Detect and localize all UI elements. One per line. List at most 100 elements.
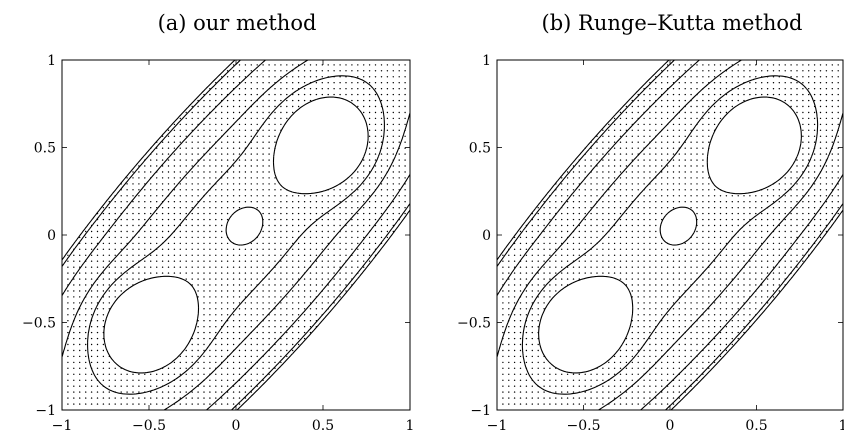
panel-b-point <box>772 224 775 227</box>
panel-b-point <box>513 302 516 304</box>
panel-a-point <box>374 147 377 149</box>
panel-a-point <box>351 278 353 280</box>
panel-a-point <box>179 212 181 215</box>
panel-b-point <box>684 70 686 72</box>
panel-a-point <box>73 302 75 304</box>
panel-b-point <box>661 111 663 114</box>
panel-a-point <box>232 302 235 304</box>
panel-a-point <box>96 361 99 364</box>
panel-a-point <box>250 123 252 126</box>
panel-b-point <box>590 254 592 256</box>
panel-b-point <box>649 135 651 137</box>
panel-a-point <box>173 260 176 262</box>
panel-a-point <box>179 397 181 399</box>
panel-a-point <box>156 171 158 173</box>
panel-b-point <box>719 201 722 203</box>
panel-a-point <box>262 212 264 215</box>
panel-a-point <box>232 99 235 102</box>
panel-a-point <box>297 236 300 239</box>
panel-b-point <box>819 99 822 102</box>
panel-a-point <box>386 171 389 173</box>
panel-a-point <box>244 159 247 161</box>
panel-a-point <box>79 254 81 256</box>
panel-b-point <box>761 70 763 72</box>
panel-b-point <box>625 373 628 375</box>
panel-a-point <box>292 111 294 114</box>
panel-b-point <box>684 64 686 66</box>
panel-a-point <box>150 272 152 274</box>
panel-a-point <box>203 254 205 256</box>
panel-b-point <box>655 266 657 268</box>
panel-b-point <box>778 242 780 245</box>
panel-b-point <box>525 367 528 369</box>
panel-b-point <box>772 212 775 215</box>
panel-b-point <box>731 212 733 215</box>
panel-b-point <box>796 93 798 96</box>
panel-b-point <box>519 266 522 268</box>
panel-b-point <box>831 189 833 191</box>
panel-a-point <box>292 218 294 221</box>
panel-a-point <box>120 284 122 286</box>
panel-b-point <box>784 207 786 209</box>
panel-a-point <box>203 177 205 179</box>
panel-b-point <box>596 183 598 185</box>
panel-a-point <box>114 218 116 221</box>
panel-b-point <box>549 260 551 262</box>
panel-b-point <box>684 123 686 126</box>
panel-a-point <box>321 272 323 274</box>
panel-a-point <box>221 278 223 280</box>
panel-b-point <box>666 183 669 185</box>
panel-a-point <box>90 314 93 316</box>
panel-a-point <box>303 248 306 250</box>
panel-b-point <box>672 123 675 126</box>
panel-a-point <box>85 248 87 250</box>
panel-b-point <box>513 284 516 286</box>
panel-a-point <box>345 93 347 96</box>
panel-b-point <box>531 302 533 304</box>
panel-b-point <box>819 105 822 108</box>
panel-b-point <box>737 320 739 322</box>
panel-a-point <box>179 177 181 179</box>
panel-b-point <box>637 153 639 155</box>
panel-b-point <box>549 385 551 387</box>
panel-a-point <box>209 355 211 358</box>
panel-a-point <box>221 284 223 286</box>
panel-b-point <box>713 111 716 114</box>
panel-b-point <box>655 403 657 405</box>
panel-b-point <box>837 171 839 173</box>
panel-a-point <box>161 153 164 155</box>
panel-a-point <box>386 147 389 149</box>
panel-b-point <box>731 248 733 250</box>
panel-a-point <box>238 391 241 393</box>
panel-a-point <box>321 302 323 304</box>
panel-a-point <box>374 141 377 143</box>
panel-a-point <box>126 385 128 387</box>
panel-a-point <box>197 242 199 245</box>
panel-b-point <box>761 284 763 286</box>
panel-b-point <box>719 248 722 250</box>
panel-a-point <box>321 207 323 209</box>
panel-b-point <box>631 218 633 221</box>
panel-a-point <box>333 236 335 239</box>
panel-b-point <box>772 290 775 292</box>
panel-b-point <box>678 76 680 78</box>
panel-a-point <box>156 183 158 185</box>
panel-b-point <box>531 212 533 215</box>
panel-b-point <box>702 254 704 256</box>
panel-a-point <box>209 331 211 334</box>
panel-b-point <box>537 302 539 304</box>
panel-b-point <box>702 290 704 292</box>
panel-b-point <box>684 141 686 143</box>
panel-b-point <box>678 290 680 292</box>
panel-b-point <box>778 195 780 197</box>
panel-a-point <box>185 123 187 126</box>
panel-b-point <box>796 70 798 72</box>
panel-b-point <box>508 337 510 340</box>
panel-b-point <box>655 129 657 131</box>
panel-b-point <box>543 361 545 364</box>
panel-b-point <box>584 147 586 149</box>
panel-b-point <box>655 367 657 369</box>
panel-b-point <box>543 391 545 393</box>
panel-a-point <box>73 355 75 358</box>
panel-b-point <box>519 242 522 245</box>
